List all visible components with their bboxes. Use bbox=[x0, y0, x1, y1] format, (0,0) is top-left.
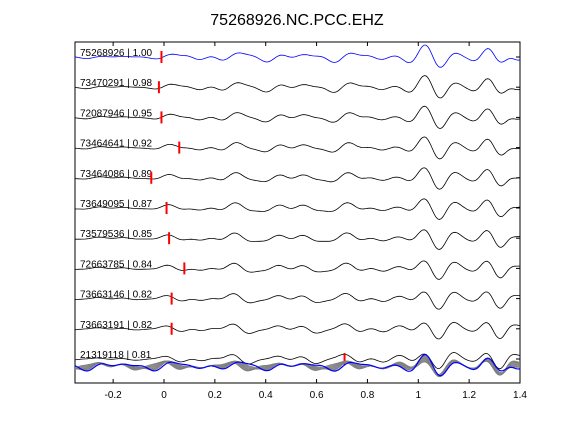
trace-label-8: 73663146 | 0.82 bbox=[80, 290, 153, 301]
trace-label-2: 72087946 | 0.95 bbox=[80, 108, 153, 119]
x-tick-label-0: -0.2 bbox=[105, 390, 123, 401]
x-tick-label-3: 0.4 bbox=[259, 390, 273, 401]
trace-line-5 bbox=[74, 198, 521, 220]
x-tick-label-8: 1.4 bbox=[513, 390, 527, 401]
axes-box bbox=[74, 41, 521, 384]
trace-label-1: 73470291 | 0.98 bbox=[80, 78, 153, 89]
trace-label-10: 21319118 | 0.81 bbox=[80, 350, 152, 361]
chart-title: 75268926.NC.PCC.EHZ bbox=[210, 12, 384, 29]
trace-line-10 bbox=[74, 352, 521, 370]
trace-line-4 bbox=[74, 167, 521, 190]
x-tick-label-7: 1.2 bbox=[462, 390, 476, 401]
x-tick-label-1: 0 bbox=[161, 390, 167, 401]
x-tick-label-4: 0.6 bbox=[310, 390, 324, 401]
trace-line-1 bbox=[74, 75, 521, 99]
trace-line-6 bbox=[75, 229, 521, 250]
trace-line-7 bbox=[74, 260, 521, 280]
trace-label-9: 73663191 | 0.82 bbox=[80, 320, 153, 331]
trace-line-0 bbox=[74, 44, 521, 68]
x-tick-label-2: 0.2 bbox=[208, 390, 222, 401]
trace-line-9 bbox=[74, 321, 521, 340]
trace-label-4: 73464086 | 0.89 bbox=[80, 169, 153, 180]
trace-line-8 bbox=[74, 291, 521, 310]
trace-label-6: 73579536 | 0.85 bbox=[80, 229, 153, 240]
trace-label-5: 73649095 | 0.87 bbox=[80, 199, 153, 210]
trace-label-7: 72663785 | 0.84 bbox=[80, 259, 153, 270]
x-tick-label-5: 0.8 bbox=[360, 390, 374, 401]
plot-area: 75268926 | 1.00 73470291 | 0.98 72087946 |… bbox=[74, 41, 527, 401]
trace-label-3: 73464641 | 0.92 bbox=[80, 139, 153, 150]
trace-label-0: 75268926 | 1.00 bbox=[80, 48, 153, 59]
trace-line-3 bbox=[74, 136, 521, 160]
trace-line-2 bbox=[74, 105, 521, 129]
stack-reference-trace bbox=[74, 354, 521, 377]
x-tick-label-6: 1 bbox=[416, 390, 422, 401]
